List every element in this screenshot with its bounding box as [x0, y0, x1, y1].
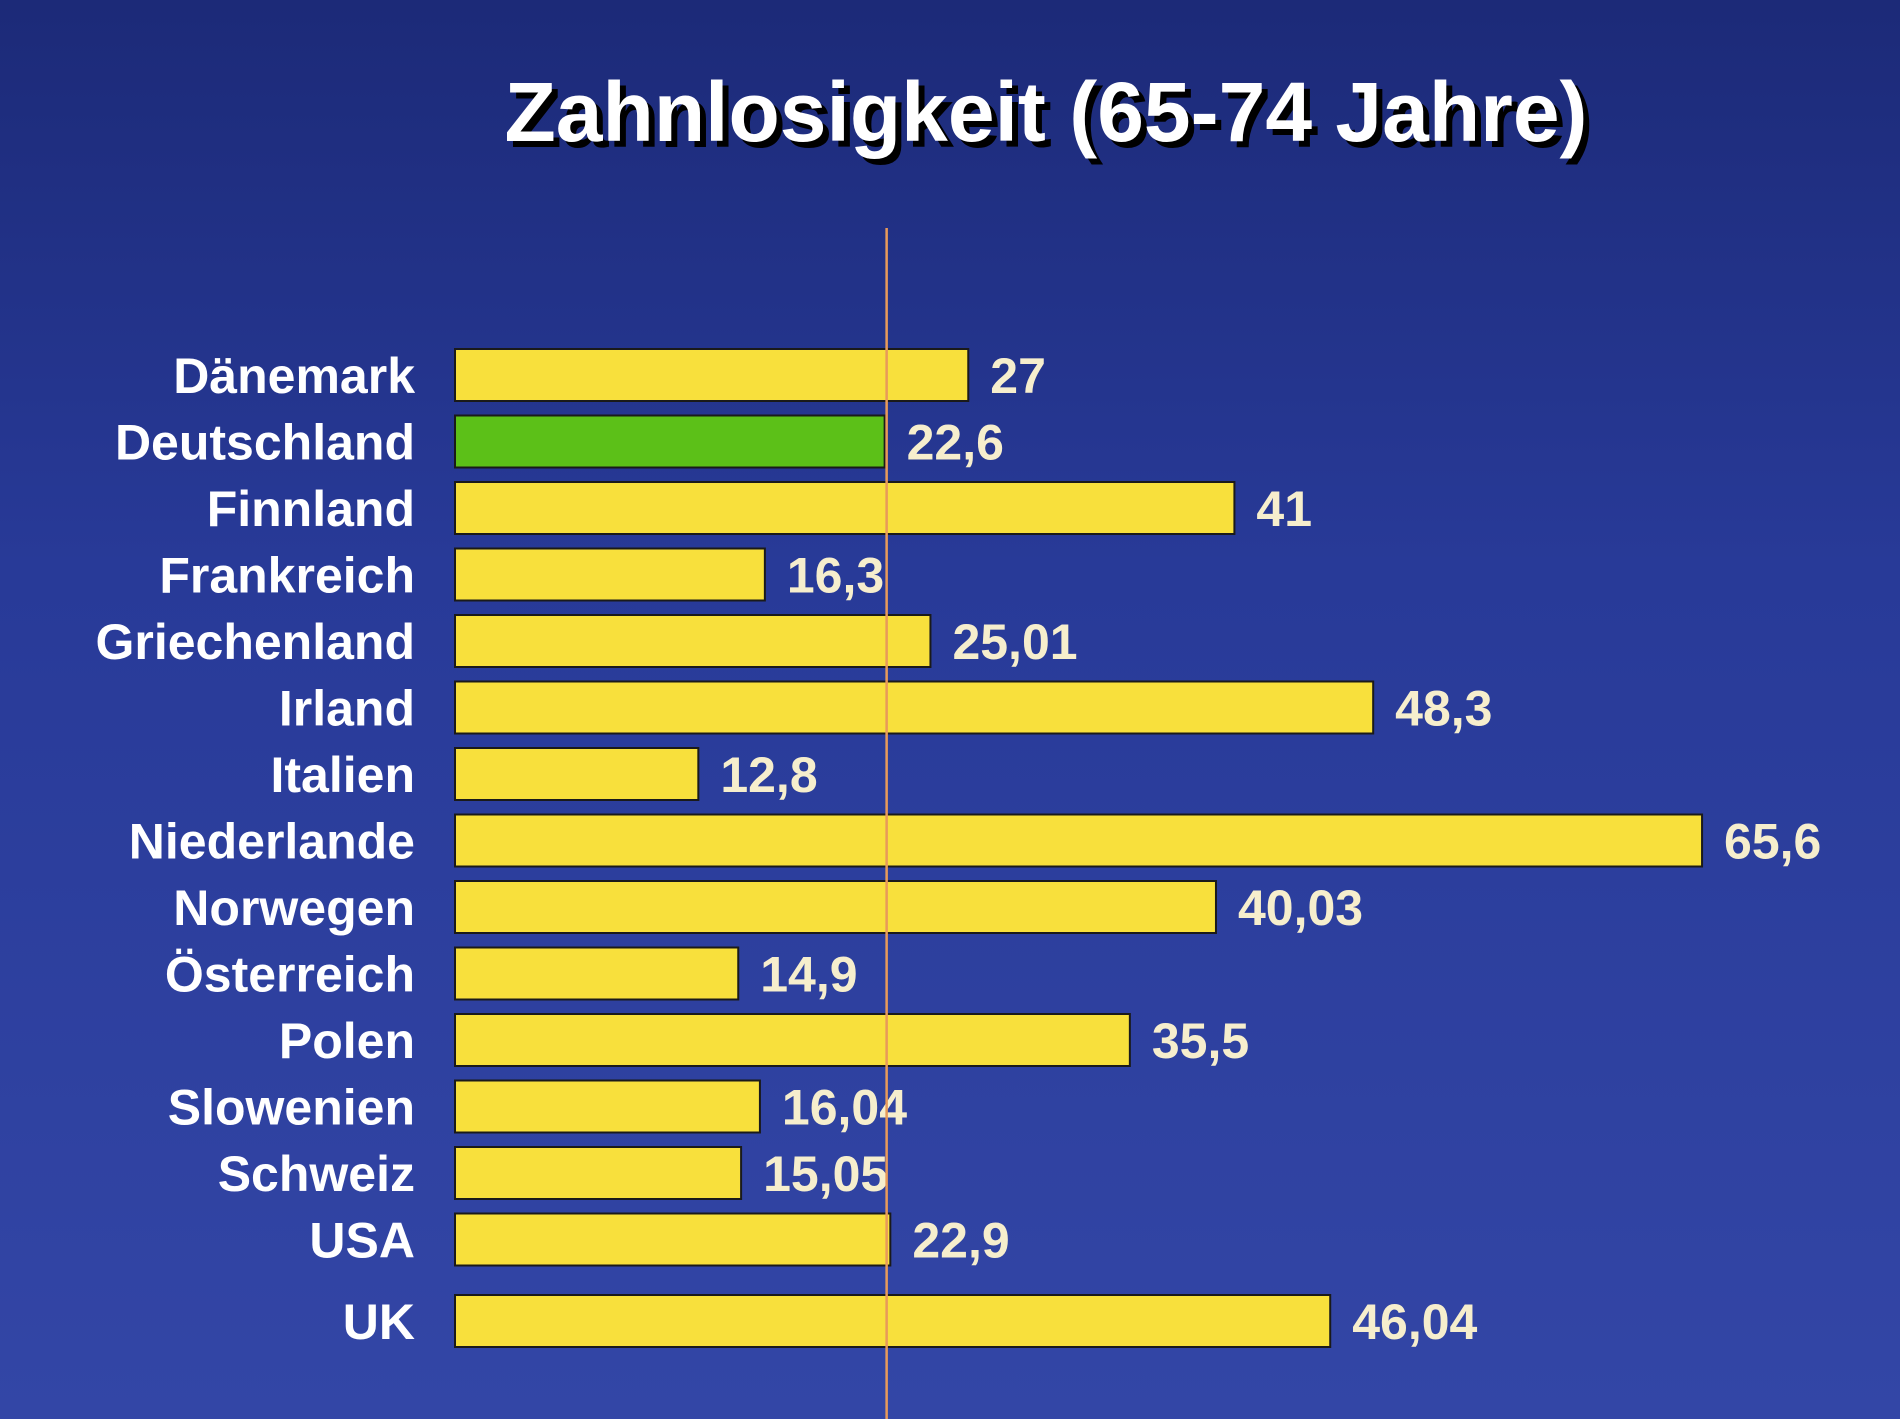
category-label-11: Slowenien	[168, 1080, 415, 1136]
value-label-7: 65,6	[1724, 814, 1821, 870]
bar-14	[454, 1294, 1332, 1348]
value-label-6: 12,8	[720, 747, 817, 803]
bars-group	[454, 348, 1704, 1348]
category-label-8: Norwegen	[173, 880, 415, 936]
category-label-7: Niederlande	[129, 814, 415, 870]
bar-2	[454, 481, 1236, 535]
value-label-5: 48,3	[1395, 681, 1492, 737]
value-label-8: 40,03	[1238, 880, 1363, 936]
value-label-10: 35,5	[1152, 1013, 1249, 1069]
value-label-11: 16,04	[782, 1080, 907, 1136]
value-label-9: 14,9	[760, 947, 857, 1003]
category-label-14: UK	[343, 1294, 415, 1350]
bar-11	[454, 1079, 761, 1134]
category-label-2: Finnland	[207, 481, 415, 537]
bar-8	[454, 880, 1217, 934]
value-label-13: 22,9	[912, 1213, 1009, 1269]
bar-3	[454, 547, 766, 602]
chart-title: Zahnlosigkeit (65-74 Jahre)	[504, 65, 1587, 159]
value-label-0: 27	[990, 348, 1046, 404]
category-label-4: Griechenland	[95, 614, 415, 670]
bar-0	[454, 348, 970, 402]
bar-9	[454, 946, 740, 1001]
value-label-1: 22,6	[907, 415, 1004, 471]
chart-title-shadow: Zahnlosigkeit (65-74 Jahre)	[510, 71, 1593, 165]
value-label-3: 16,3	[787, 548, 884, 604]
bar-10	[454, 1013, 1131, 1067]
category-label-6: Italien	[271, 747, 415, 803]
category-labels: Dänemark Deutschland Finnland Frankreich Gri…	[95, 348, 415, 1350]
value-label-12: 15,05	[763, 1146, 888, 1202]
category-label-10: Polen	[279, 1013, 415, 1069]
bar-6	[454, 747, 700, 801]
bar-5	[454, 680, 1375, 735]
category-label-3: Frankreich	[159, 548, 415, 604]
category-label-1: Deutschland	[115, 415, 415, 471]
bar-7	[454, 813, 1704, 868]
category-label-12: Schweiz	[218, 1146, 415, 1202]
value-label-2: 41	[1256, 481, 1312, 537]
bar-12	[454, 1146, 743, 1200]
category-label-0: Dänemark	[173, 348, 415, 404]
value-label-14: 46,04	[1352, 1294, 1477, 1350]
bar-1	[454, 414, 886, 469]
category-label-5: Irland	[279, 681, 415, 737]
category-label-9: Österreich	[165, 947, 415, 1003]
category-label-13: USA	[309, 1213, 415, 1269]
bar-4	[454, 614, 932, 668]
bar-13	[454, 1212, 892, 1267]
value-label-4: 25,01	[952, 614, 1077, 670]
